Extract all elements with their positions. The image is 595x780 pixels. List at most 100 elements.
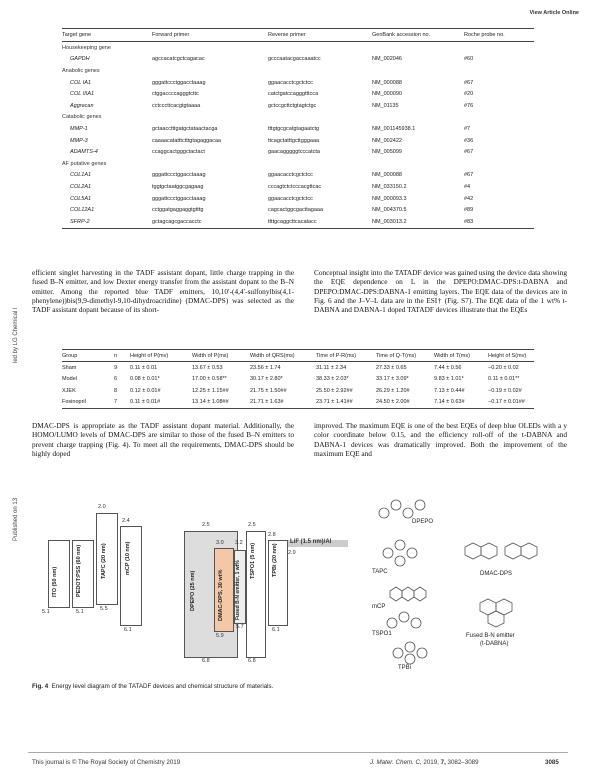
table1-cell: #83 xyxy=(464,215,534,229)
t-dabna-structure-label: (t-DABNA) xyxy=(480,641,509,647)
dpepo-label: DPEPO (25 nm) xyxy=(190,570,196,611)
table1-row: SFRP-2 gctagcagcgaccacctc ttttgcaggcttcaca… xyxy=(62,215,534,229)
table2-cell: 27.33 ± 0.65 xyxy=(376,364,407,371)
table1-cell: cccagtctctcccacgttcac xyxy=(268,183,322,190)
table1-cell: MMP-1 xyxy=(70,125,88,132)
table2-header-7: Width of T(ms) xyxy=(434,349,488,362)
table1-cell: gggattccctggacctaaag xyxy=(152,79,206,86)
table1-cell: gaacagggggtcccatcta xyxy=(268,149,320,156)
tpbi-lumo: 2.8 xyxy=(268,532,276,538)
table1-cell: gggattccctggacctaaag xyxy=(152,172,206,179)
table1-cell: NM_033150.2 xyxy=(372,183,407,190)
table2-cell: −0.19 ± 0.02# xyxy=(488,387,522,394)
table1-row: AF putative genes xyxy=(62,158,534,170)
pedot-label: PEDOT:PSS (60 nm) xyxy=(76,544,82,597)
tpbi-structure-label: TPBi xyxy=(398,665,412,671)
left-paragraph-2: DMAC-DPS is appropriate as the TADF assi… xyxy=(32,421,294,458)
table2-cell: 7.13 ± 0.44# xyxy=(434,387,465,394)
table2-row: Model 6 0.08 ± 0.01* 17.00 ± 0.58** 30.17 ± … xyxy=(62,374,534,386)
figure-caption-text: Energy level diagram of the TATADF devic… xyxy=(51,683,274,690)
right-paragraph: Conceptual insight into the TATADF devic… xyxy=(314,268,567,315)
page-number: 3085 xyxy=(545,759,559,766)
table1-cell: gctccgcttctgtagtctgc xyxy=(268,102,317,109)
table1-header-0: Target gene xyxy=(62,28,152,42)
energy-level-diagram: ITO (50 nm) 5.1 PEDOT:PSS (60 nm) 5.1 2.… xyxy=(32,493,362,673)
table2-cell: 0.11 ± 0.01 xyxy=(130,364,158,371)
table2-header-5: Time of P-R(ms) xyxy=(316,349,376,362)
figure-label: Fig. 4 xyxy=(32,683,49,690)
dmac-dps-layer xyxy=(214,548,234,632)
table1-cell: NM_01135 xyxy=(372,102,399,109)
table1-cell: #60 xyxy=(464,56,474,63)
table1-row: COL2A1 tggtgctaatggcgagaag cccagtctctcccac… xyxy=(62,181,534,193)
table1-cell: NM_002422 xyxy=(372,137,402,144)
table2-row: Sham 9 0.11 ± 0.01 13.67 ± 0.53 23.56 ± 1.74… xyxy=(62,362,534,374)
dmac-homo: 5.9 xyxy=(216,633,224,639)
table2-cell: 24.50 ± 2.00# xyxy=(376,396,434,409)
table1-row: COL1A1 gggattccctggacctaaag ggaacacctcgctc… xyxy=(62,170,534,182)
table2-cell: 8 xyxy=(114,387,118,394)
table1-cell: #42 xyxy=(464,195,474,202)
figure-caption: Fig. 4 Energy level diagram of the TATAD… xyxy=(32,683,273,690)
table1-cell: MMP-3 xyxy=(70,137,88,144)
footer-copyright: This journal is © The Royal Society of C… xyxy=(32,759,181,766)
dmac-dps-structure-label: DMAC-DPS xyxy=(480,571,513,577)
ecg-table: Group n Height of P(mv) Width of P(ms) Width… xyxy=(62,349,534,409)
table2-header-8: Height of S(mv) xyxy=(488,349,534,362)
table2-cell: Sham xyxy=(62,364,77,371)
table1-cell: #7 xyxy=(464,125,471,132)
mcp-lumo: 2.4 xyxy=(122,518,130,524)
table2-cell: 0.11 ± 0.01# xyxy=(130,396,192,409)
table1-cell: ctggaccccagggtcttc xyxy=(152,91,199,98)
table2-cell: 13.67 ± 0.53 xyxy=(192,364,223,371)
table1-cell: #76 xyxy=(464,102,474,109)
mcp-label: mCP (10 nm) xyxy=(125,541,131,575)
table1-cell: NM_000093.3 xyxy=(372,195,407,202)
tpbi-homo: 6.1 xyxy=(272,627,280,633)
table2-cell: 23.56 ± 1.74 xyxy=(250,364,281,371)
tapc-lumo: 2.0 xyxy=(98,504,106,510)
table1-cell: COL5A1 xyxy=(70,195,92,202)
table1-group-label: AF putative genes xyxy=(62,160,107,167)
dmac-label: DMAC-DPS, 30 wt% xyxy=(218,569,224,621)
dpepo-lumo: 2.5 xyxy=(202,522,210,528)
tspo1-layer xyxy=(246,531,266,658)
table1-cell: COL IIIA1 xyxy=(70,91,95,98)
table1-row: MMP-1 gctaacctttgatgctataactacga tttgtgcgc… xyxy=(62,123,534,135)
table1-header-2: Reverse primer xyxy=(268,28,372,42)
table1-cell: gctaacctttgatgctataactacga xyxy=(152,125,218,132)
table2-cell: Fosinopril xyxy=(62,396,114,409)
table2-row: Fosinopril 7 0.11 ± 0.01# 13.14 ± 1.08## 21.… xyxy=(62,396,534,409)
table1-row: Aggrecan cctcccttcacgtgtaaaa gctccgcttctgt… xyxy=(62,100,534,112)
table2-cell: 13.14 ± 1.08## xyxy=(192,396,250,409)
mcp-structure-label: mCP xyxy=(372,604,386,610)
table1-cell: agccacatcgctcagacac xyxy=(152,56,205,63)
table1-cell: NM_005099 xyxy=(372,149,402,156)
table2-header-0: Group xyxy=(62,349,114,362)
table1-cell: ggaacacctcgctctcc xyxy=(268,172,313,179)
table2-cell: −0.20 ± 0.02 xyxy=(488,364,519,371)
table1-cell: gggattccctggacctaaag xyxy=(152,195,206,202)
table2-header-4: Width of QRS(ms) xyxy=(250,349,316,362)
table1-cell: COL2A1 xyxy=(70,183,92,190)
table1-cell: cctggatgaggaggtgtttg xyxy=(152,207,204,214)
dpepo-homo: 6.8 xyxy=(202,658,210,664)
table1-row: ADAMTS-4 ccaggcactgggctactact gaacagggggtc… xyxy=(62,146,534,158)
table1-cell: cctcccttcacgtgtaaaa xyxy=(152,102,201,109)
table1-cell: #20 xyxy=(464,91,474,98)
table1-cell: COL IA1 xyxy=(70,79,91,86)
table1-cell: ggaacacctcgctctcc xyxy=(268,79,313,86)
tapc-layer xyxy=(96,513,118,605)
dpepo-structure-label: DPEPO xyxy=(412,519,434,525)
table2-row: XJEK 8 0.12 ± 0.01# 12.25 ± 1.15## 21.75 ± 1… xyxy=(62,385,534,397)
table2-cell: Model xyxy=(62,376,77,383)
table2-cell: 7.44 ± 0.56 xyxy=(434,364,462,371)
tpbi-layer xyxy=(268,540,288,626)
tapc-homo: 5.5 xyxy=(100,606,108,612)
table2-cell: 25.50 ± 2.92## xyxy=(316,387,353,394)
table1-header-4: Roche probe no. xyxy=(464,28,534,42)
table2-header-6: Time of Q-T(ms) xyxy=(376,349,434,362)
view-article-online-link[interactable]: View Article Online xyxy=(529,10,579,16)
table1-row: COL IIIA1 ctggaccccagggtcttc catctgatccagg… xyxy=(62,88,534,100)
table1-cell: #67 xyxy=(464,79,474,86)
